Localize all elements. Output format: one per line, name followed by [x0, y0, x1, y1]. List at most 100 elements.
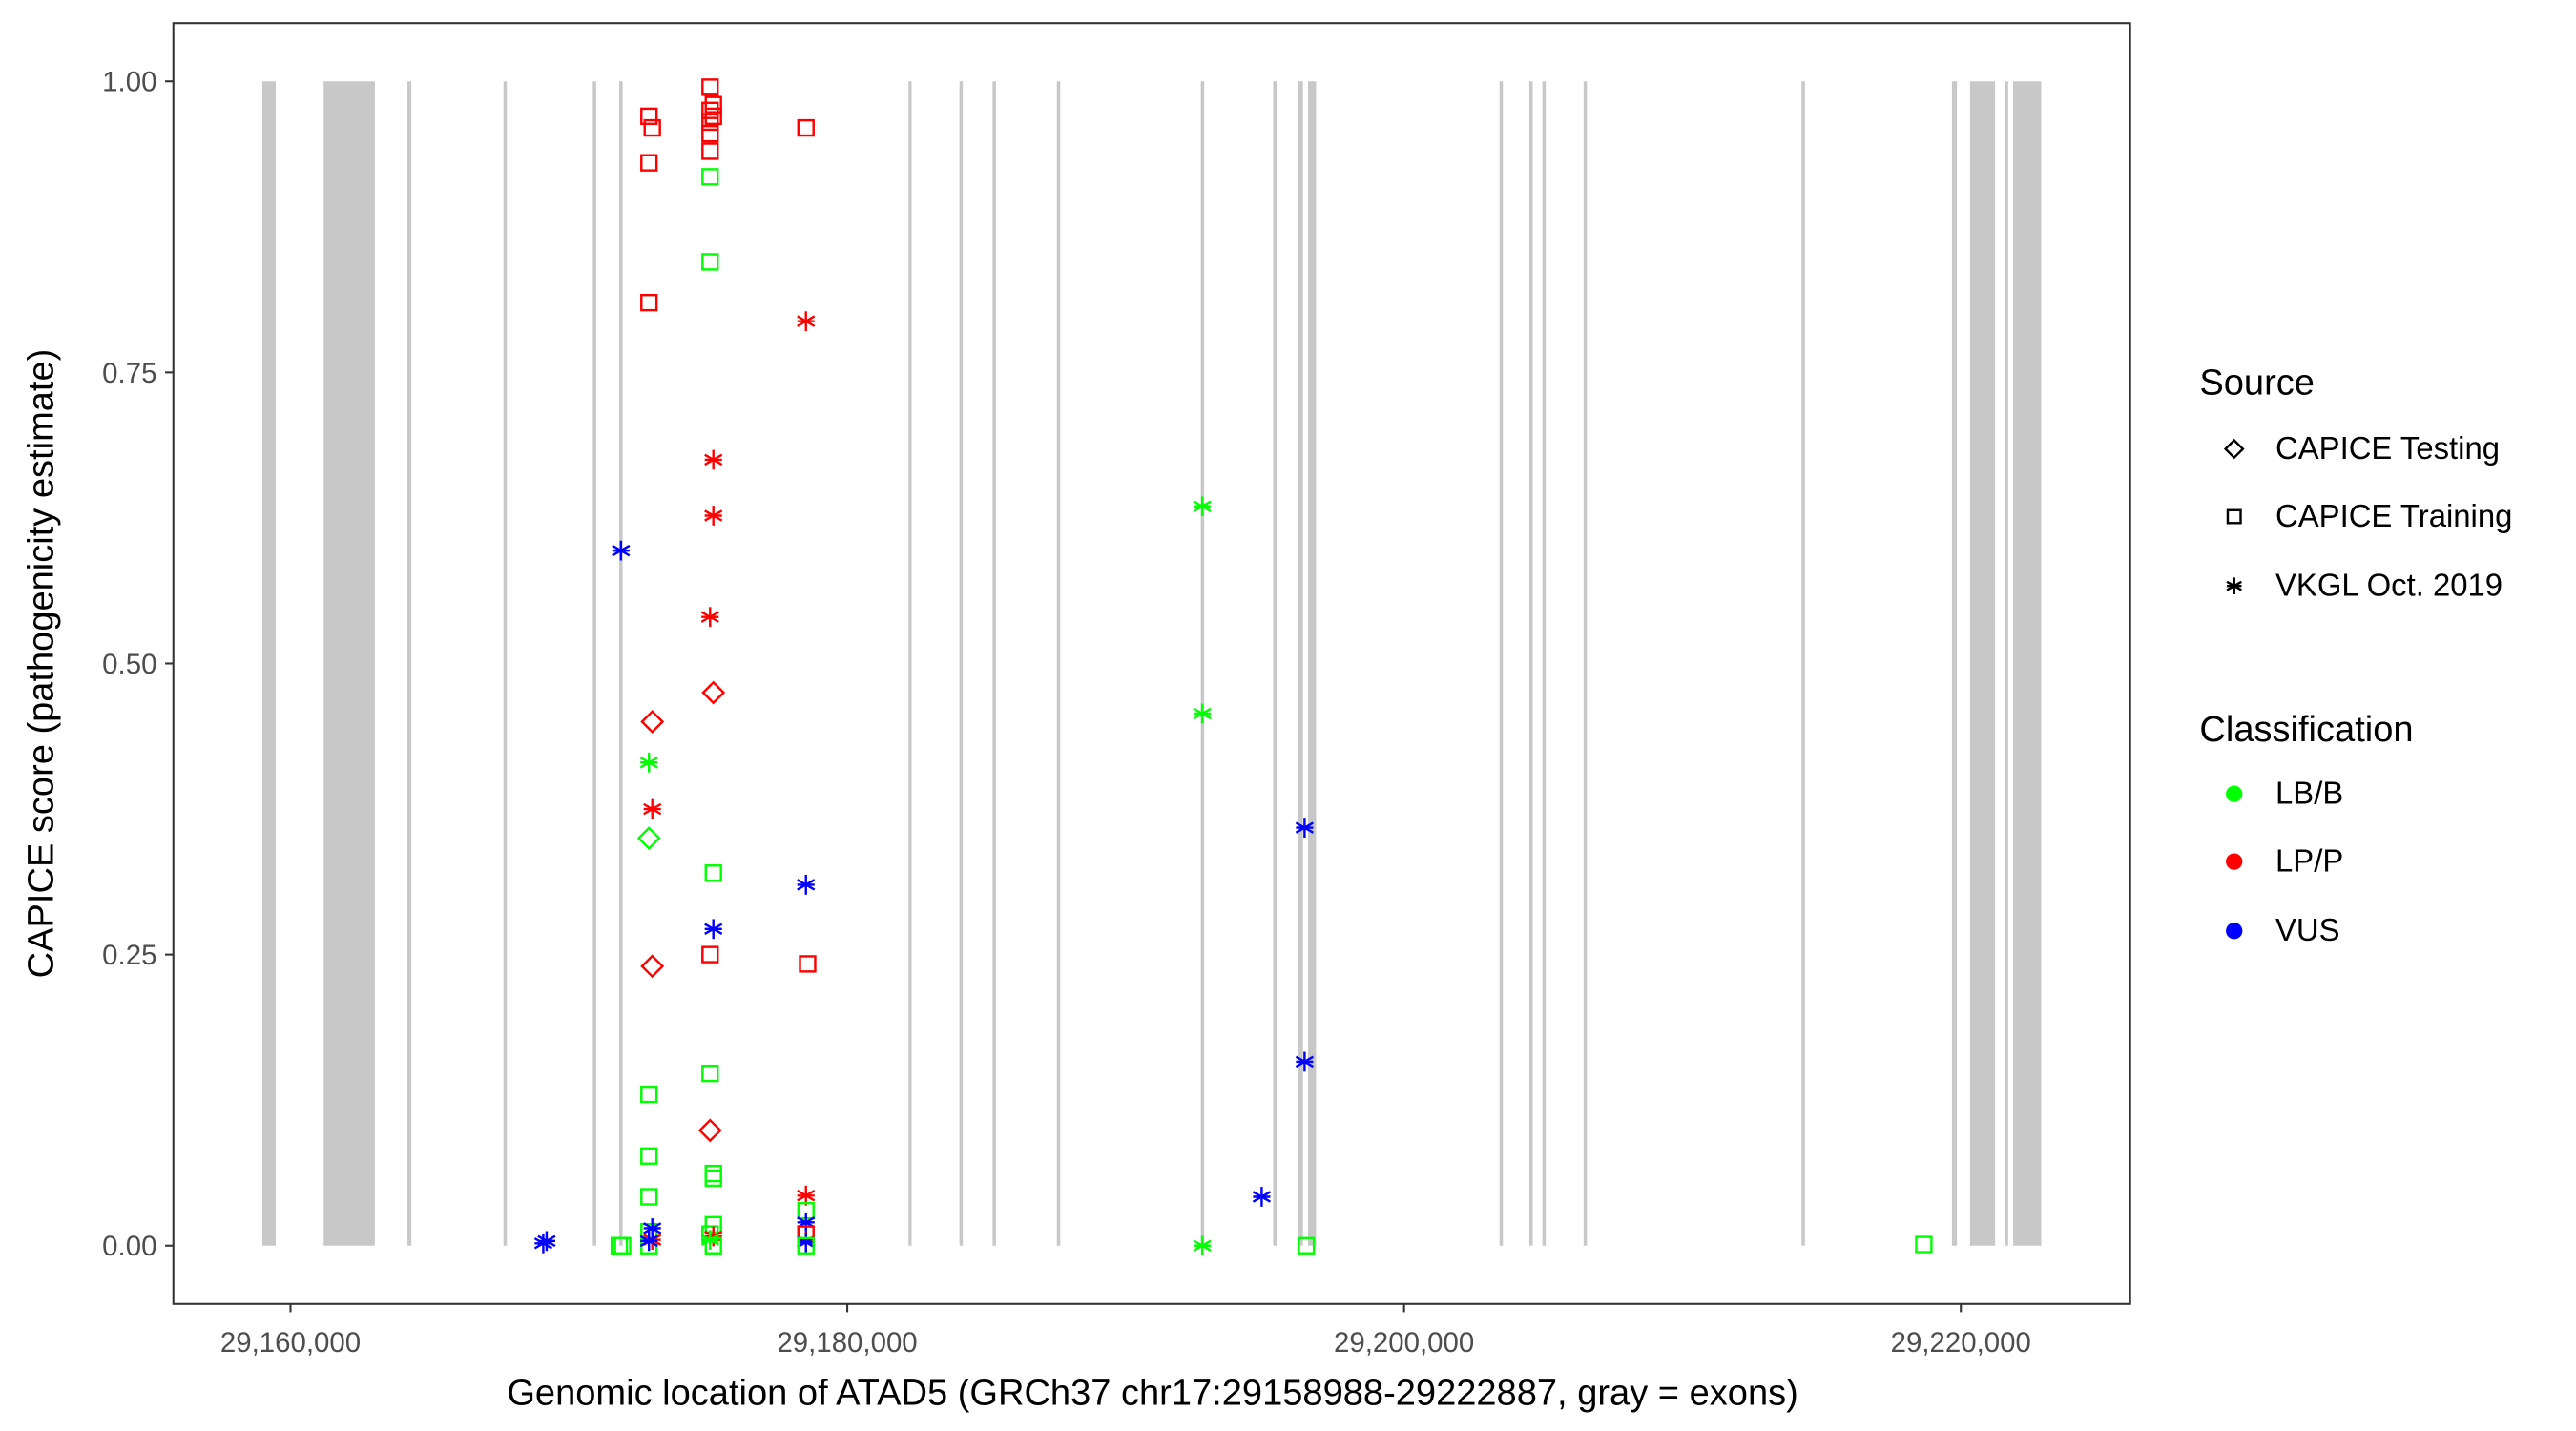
square-shape	[797, 1236, 815, 1255]
data-point	[639, 752, 658, 773]
data-point	[700, 1230, 719, 1251]
data-point	[701, 945, 719, 964]
data-point	[643, 118, 661, 137]
x-tick-label: 29,180,000	[777, 1327, 917, 1358]
legend-classification-label: VUS	[2275, 912, 2340, 947]
square-shape	[701, 125, 719, 143]
data-point	[1295, 1051, 1314, 1072]
square-shape	[704, 107, 722, 126]
data-point	[704, 449, 723, 470]
data-point	[701, 680, 726, 705]
exon-bar	[503, 81, 508, 1246]
exon-bar	[992, 81, 996, 1246]
exon-bar	[2005, 81, 2008, 1246]
square-shape	[797, 118, 815, 137]
data-point	[704, 1169, 722, 1188]
diamond-shape	[640, 710, 665, 734]
exon-bar	[592, 81, 596, 1246]
diamond-shape	[697, 1118, 722, 1143]
data-point	[1295, 818, 1314, 838]
legend-asterisk-key	[2226, 577, 2242, 595]
square-shape	[701, 168, 719, 186]
diamond-shape	[636, 826, 661, 851]
data-point	[704, 506, 723, 526]
square-shape	[1915, 1235, 1933, 1254]
exon-bar	[1056, 81, 1061, 1246]
legend-source-label: CAPICE Testing	[2275, 430, 2500, 466]
square-shape	[640, 154, 658, 172]
data-point	[640, 107, 658, 126]
legend-diamond-key	[2223, 438, 2245, 460]
points-layer	[533, 78, 1933, 1256]
data-point	[701, 1064, 719, 1083]
square-shape	[704, 1169, 722, 1188]
exon-bar	[1307, 81, 1317, 1246]
data-point	[640, 1147, 658, 1165]
square-shape	[701, 142, 719, 160]
legend-source-label: CAPICE Training	[2275, 498, 2512, 533]
exon-bar	[1499, 81, 1504, 1246]
data-point	[704, 919, 723, 940]
data-point	[704, 107, 722, 126]
exon-bar	[1583, 81, 1588, 1246]
square-shape	[704, 864, 722, 882]
square-shape	[1297, 1236, 1316, 1255]
data-point	[799, 955, 817, 973]
data-point	[697, 1118, 722, 1143]
y-tick-label: 0.00	[102, 1231, 156, 1262]
data-point	[636, 826, 661, 851]
exon-bar	[1200, 81, 1205, 1246]
square-shape	[640, 1188, 658, 1206]
legend-color-dot	[2226, 923, 2243, 940]
exon-bar	[2013, 81, 2042, 1246]
square-shape	[640, 107, 658, 126]
data-point	[704, 1236, 722, 1255]
data-point	[701, 78, 719, 96]
data-point	[701, 142, 719, 160]
legend-classification-label: LB/B	[2275, 776, 2343, 811]
exon-bar	[1542, 81, 1547, 1246]
data-point	[701, 168, 719, 186]
data-point	[640, 1085, 658, 1104]
square-shape	[701, 1064, 719, 1083]
data-point	[704, 95, 722, 114]
data-point	[613, 1236, 632, 1255]
x-tick-label: 29,220,000	[1891, 1327, 2031, 1358]
square-shape	[640, 1085, 658, 1104]
exon-bar	[1951, 81, 1958, 1246]
exon-bar	[908, 81, 912, 1246]
x-tick-label: 29,200,000	[1334, 1327, 1474, 1358]
data-point	[701, 113, 719, 132]
legend-items: CAPICE Testing CAPICE Training VKGL Oct. 2…	[2223, 430, 2512, 947]
y-axis-title: CAPICE score (pathogenicity estimate)	[21, 349, 61, 979]
square-shape	[643, 118, 661, 137]
diamond-shape	[640, 954, 665, 979]
square-shape	[640, 293, 658, 312]
data-point	[640, 710, 665, 734]
square-shape	[701, 78, 719, 96]
data-point	[639, 1231, 658, 1252]
data-point	[797, 118, 815, 137]
data-point	[797, 311, 816, 332]
data-point	[701, 101, 719, 119]
square-shape	[704, 95, 722, 114]
square-shape	[701, 253, 719, 271]
exon-layer	[261, 81, 2042, 1246]
square-shape	[701, 113, 719, 132]
data-point	[640, 954, 665, 979]
data-point	[640, 1188, 658, 1206]
legend: Source Classification CAPICE TestingCAPI…	[2199, 363, 2512, 948]
data-point	[1252, 1187, 1272, 1207]
legend-color-dot	[2226, 785, 2243, 802]
square-shape	[704, 1236, 722, 1255]
data-point	[701, 253, 719, 271]
square-shape	[640, 1147, 658, 1165]
y-tick-label: 0.25	[102, 940, 156, 971]
y-axis: 0.00 0.25 0.50 0.75 1.00	[102, 67, 174, 1262]
data-point	[797, 1232, 816, 1253]
data-point	[1193, 703, 1212, 724]
exon-bar	[323, 81, 375, 1246]
exon-bar	[1273, 81, 1278, 1246]
